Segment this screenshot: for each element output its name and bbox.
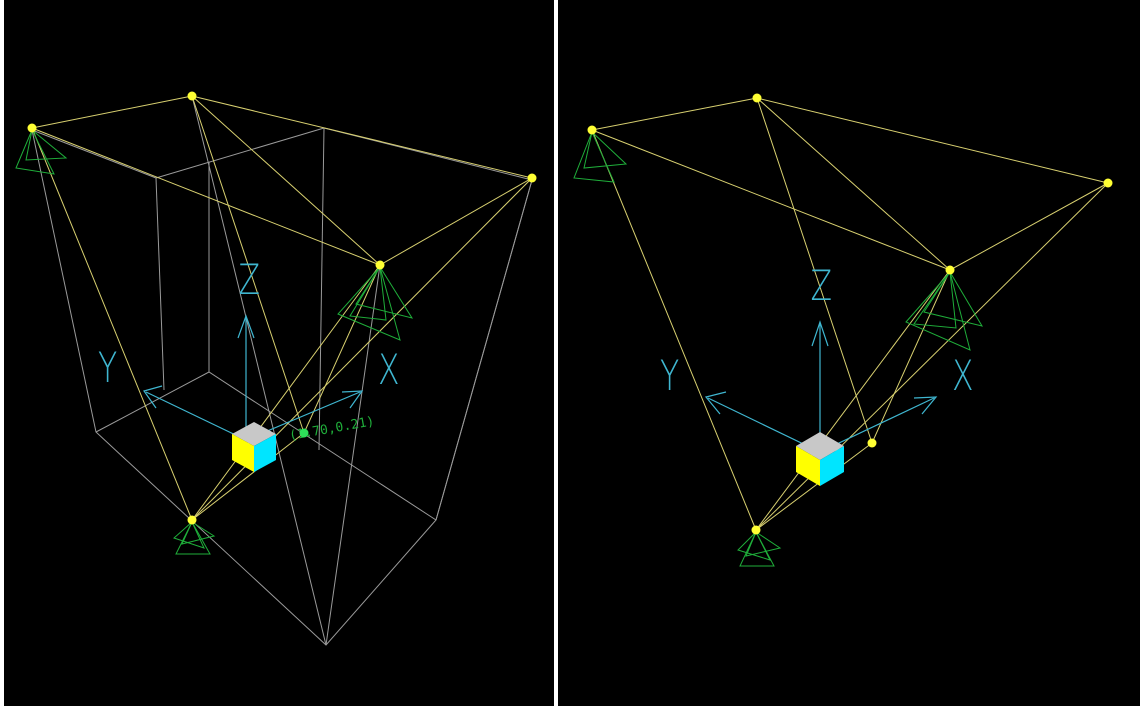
support-right [337, 266, 414, 341]
node[interactable] [945, 265, 955, 275]
left-gutter [0, 0, 4, 706]
node[interactable] [867, 438, 877, 448]
axis-y-label: Y [98, 344, 117, 393]
viewport-right[interactable]: Z Y X [558, 0, 1140, 706]
structure-edges [591, 97, 1109, 531]
node[interactable] [187, 515, 197, 525]
node[interactable] [527, 173, 537, 183]
selected-node-coordinates: (1.70,0.21) [288, 414, 375, 444]
viewport-left[interactable]: Z Y X (1.70,0.21) [4, 0, 554, 706]
node[interactable] [375, 260, 385, 270]
support-bottom [737, 531, 782, 567]
node[interactable] [751, 525, 761, 535]
support-right [905, 271, 984, 351]
node[interactable] [752, 93, 762, 103]
orientation-cube[interactable] [232, 422, 276, 472]
center-divider [554, 0, 558, 706]
axis-x-label: X [952, 352, 974, 401]
orientation-cube[interactable] [796, 432, 844, 486]
axis-z-label: Z [811, 262, 833, 311]
axis-x-label: X [378, 346, 400, 395]
axis-y-label: Y [660, 352, 679, 401]
node[interactable] [1103, 178, 1113, 188]
structure-edges [31, 95, 533, 521]
wireframe-box [31, 95, 533, 646]
node[interactable] [587, 125, 597, 135]
viewport-left-canvas[interactable]: Z Y X (1.70,0.21) [4, 0, 554, 706]
node[interactable] [187, 91, 197, 101]
support-top-left [15, 129, 68, 175]
axis-z-label: Z [239, 256, 261, 305]
node-selected[interactable] [299, 428, 309, 438]
support-bottom [173, 521, 216, 555]
viewport-right-canvas[interactable]: Z Y X [558, 0, 1140, 706]
node[interactable] [27, 123, 37, 133]
support-top-left [573, 131, 628, 183]
